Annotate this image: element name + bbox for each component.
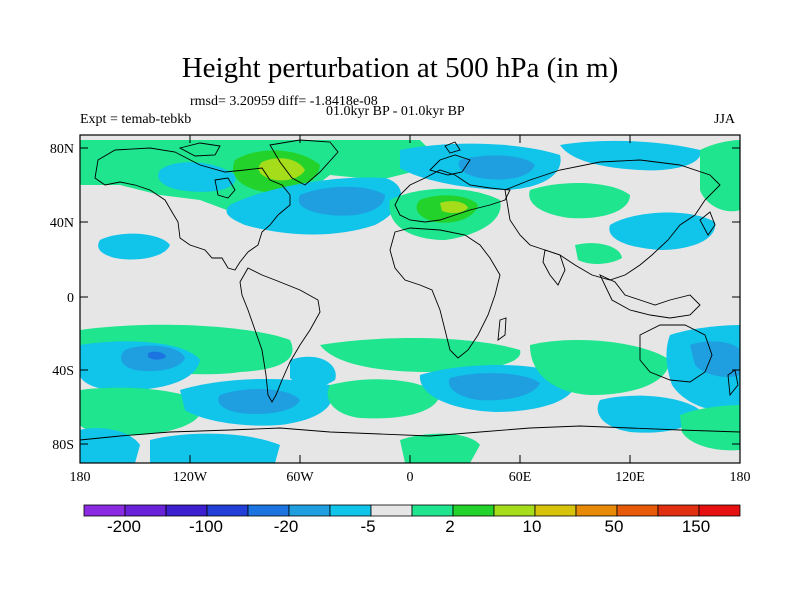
coastlines <box>80 139 740 441</box>
colorbar-label: -200 <box>107 517 141 536</box>
anomaly-region <box>400 433 480 463</box>
anomaly-region <box>575 243 622 264</box>
axis-ticks <box>79 135 741 463</box>
coastline-svalbard <box>444 141 461 154</box>
coastline-southeast-asia <box>599 274 701 319</box>
coastline-hudson-bay <box>214 177 236 199</box>
colorbar-swatch <box>411 504 454 517</box>
colorbar-swatch <box>493 504 536 517</box>
coastline-south-america <box>239 267 321 403</box>
colorbar-swatch <box>288 504 331 517</box>
anomaly-region <box>98 233 170 260</box>
colorbar <box>83 504 741 517</box>
anomaly-region <box>148 351 166 360</box>
longitude-labels: 180 120W 60W 0 60E 120E 180 <box>70 470 751 485</box>
colorbar-swatch <box>616 504 659 517</box>
coastline-japan <box>699 211 716 236</box>
anomaly-region <box>680 405 740 451</box>
coastline-asia <box>504 159 721 281</box>
lon-tick-label: 120E <box>615 470 645 485</box>
colorbar-swatch <box>124 504 167 517</box>
lat-tick-label: 0 <box>67 291 74 306</box>
anomaly-region <box>700 140 740 212</box>
lon-tick-label: 60W <box>286 470 314 485</box>
coastline-antarctica <box>80 425 740 441</box>
colorbar-swatch <box>534 504 577 517</box>
anomaly-region <box>458 155 535 180</box>
colorbar-swatch <box>452 504 495 517</box>
latitude-labels: 80N 40N 0 40S 80S <box>50 142 74 453</box>
colorbar-swatch <box>370 504 413 517</box>
anomaly-region <box>80 387 202 436</box>
colorbar-swatch <box>247 504 290 517</box>
colorbar-swatch <box>206 504 249 517</box>
colorbar-swatch <box>575 504 618 517</box>
colorbar-label: -20 <box>274 517 299 536</box>
anomaly-region <box>440 201 468 213</box>
coastline-arctic-islands <box>178 142 221 157</box>
lon-tick-label: 180 <box>730 470 751 485</box>
coastline-africa <box>389 227 501 359</box>
anomaly-region <box>529 183 630 219</box>
lon-tick-label: 60E <box>509 470 532 485</box>
colorbar-swatch <box>329 504 372 517</box>
coastline-new-zealand <box>727 369 739 397</box>
experiment-label: Expt = temab-tebkb <box>80 112 192 127</box>
coastline-greenland <box>269 139 339 186</box>
stats-label: rmsd= 3.20959 diff= -1.8418e-08 <box>190 94 378 109</box>
lat-tick-label: 80N <box>50 142 74 157</box>
coastline-madagascar <box>497 317 507 341</box>
anomaly-region <box>448 373 540 401</box>
anomaly-region <box>218 388 300 414</box>
anomaly-region <box>690 341 740 377</box>
anomaly-region <box>150 433 280 463</box>
anomaly-region <box>609 212 716 250</box>
colorbar-label: -5 <box>360 517 375 536</box>
anomaly-region <box>298 186 385 216</box>
colorbar-label: 10 <box>523 517 542 536</box>
lat-tick-label: 40S <box>52 364 74 379</box>
coastline-scandinavia <box>429 154 471 176</box>
colorbar-swatch <box>165 504 208 517</box>
colorbar-label: 50 <box>605 517 624 536</box>
coastline-europe <box>394 169 511 223</box>
lat-tick-label: 40N <box>50 216 74 231</box>
colorbar-label: 150 <box>682 517 710 536</box>
anomaly-region <box>327 379 440 419</box>
anomaly-region <box>80 428 140 463</box>
colorbar-label: 2 <box>445 517 454 536</box>
anomaly-region <box>258 158 305 181</box>
colorbar-swatch <box>657 504 700 517</box>
coastline-australia <box>639 324 713 383</box>
map-panel <box>80 135 740 463</box>
anomaly-fields <box>80 140 740 463</box>
lon-tick-label: 0 <box>407 470 414 485</box>
lon-tick-label: 180 <box>70 470 91 485</box>
period-label: 01.0kyr BP - 01.0kyr BP <box>326 104 465 119</box>
colorbar-swatch <box>698 504 741 517</box>
colorbar-label: -100 <box>189 517 223 536</box>
anomaly-region <box>290 356 336 387</box>
colorbar-swatch <box>83 504 126 517</box>
lat-tick-label: 80S <box>52 438 74 453</box>
colorbar-labels: -200 -100 -20 -5 2 10 50 150 <box>107 517 710 536</box>
lon-tick-label: 120W <box>173 470 208 485</box>
coastline-north-america <box>94 147 291 271</box>
anomaly-region <box>597 395 700 433</box>
season-label: JJA <box>714 112 736 127</box>
anomaly-region <box>530 340 670 395</box>
coastline-india <box>542 249 566 286</box>
chart-title: Height perturbation at 500 hPa (in m) <box>181 52 619 84</box>
